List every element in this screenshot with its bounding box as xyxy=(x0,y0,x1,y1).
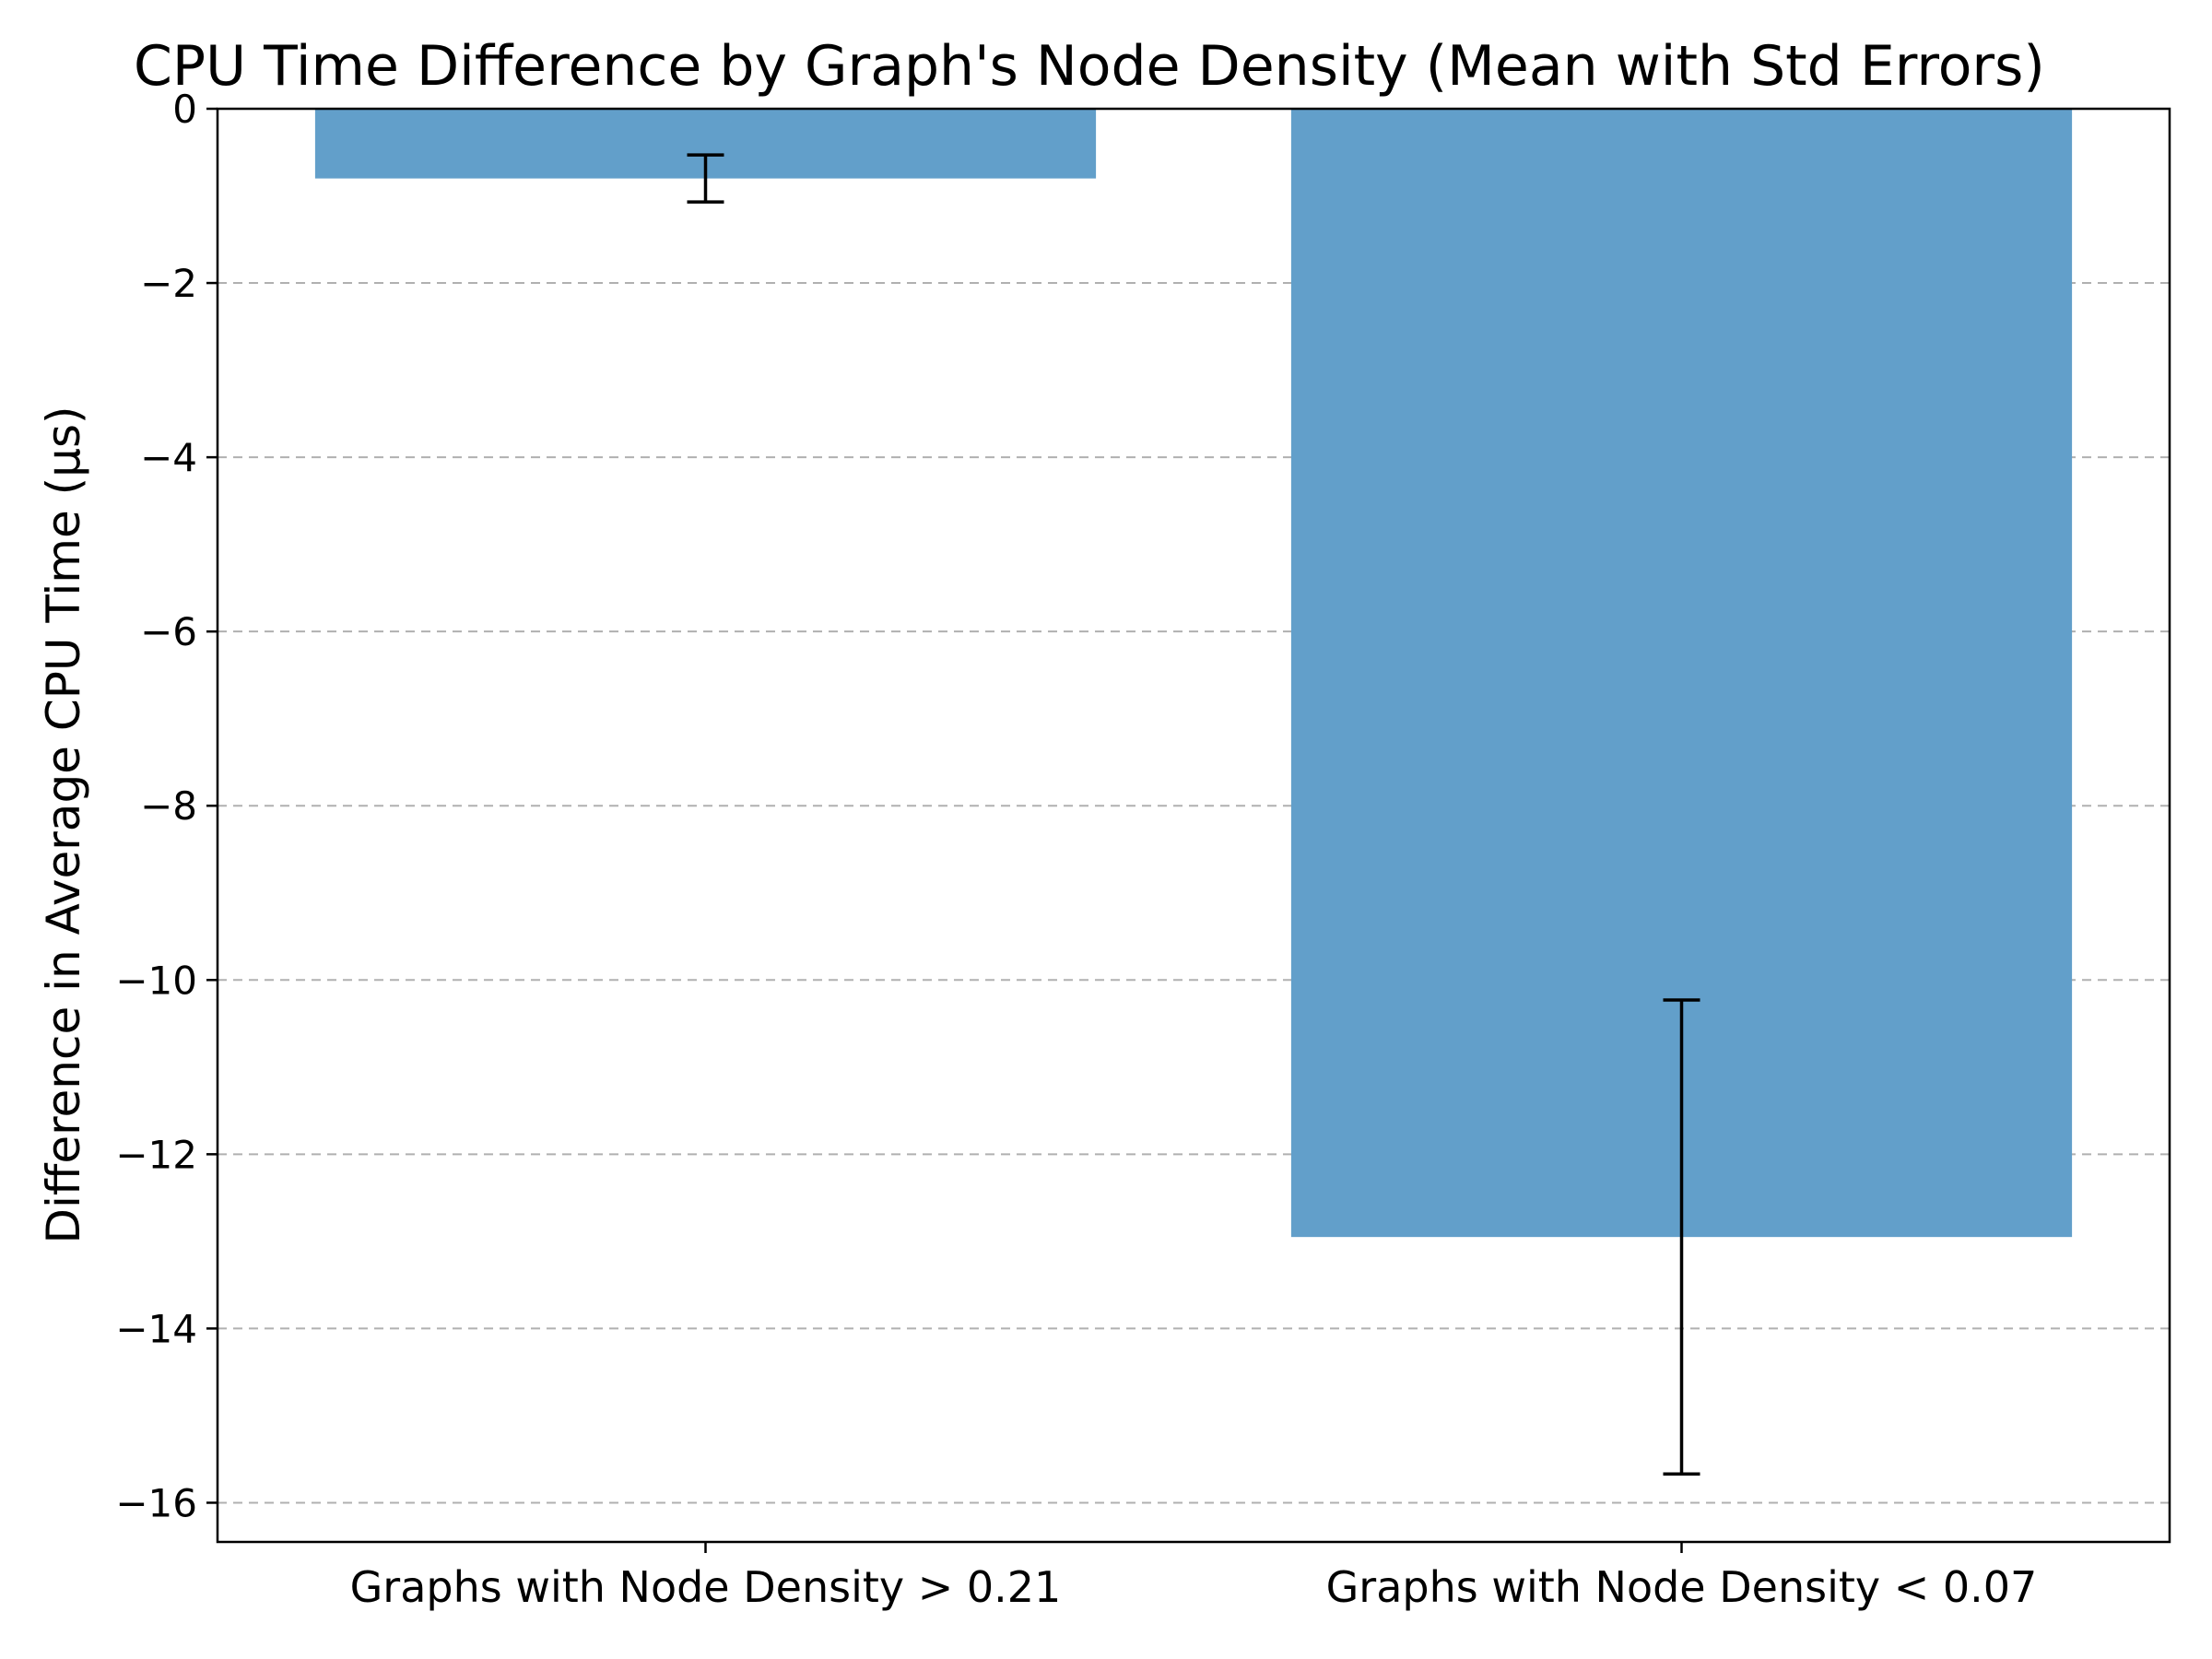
y-axis-label: Difference in Average CPU Time (µs) xyxy=(37,406,90,1243)
y-tick-label: −12 xyxy=(115,1132,197,1177)
chart-title: CPU Time Difference by Graph's Node Dens… xyxy=(134,34,2045,99)
x-tick-label: Graphs with Node Density < 0.07 xyxy=(1326,1562,2038,1612)
y-tick-label: −2 xyxy=(140,261,197,306)
y-tick-label: −10 xyxy=(115,958,197,1003)
y-tick-label: −4 xyxy=(140,435,197,480)
x-tick-label: Graphs with Node Density > 0.21 xyxy=(350,1562,1062,1612)
x-axis-ticks: Graphs with Node Density > 0.21 Graphs wi… xyxy=(350,1542,2038,1612)
bars xyxy=(314,109,2073,1238)
plot-frame xyxy=(216,107,2171,1544)
error-bars xyxy=(687,153,1700,1477)
y-tick-label: −6 xyxy=(140,609,197,654)
y-tick-label: −8 xyxy=(140,783,197,829)
y-axis-ticks: 0 −2 −4 −6 −8 −10 −12 −14 −16 xyxy=(115,87,218,1525)
y-tick-label: −14 xyxy=(115,1306,197,1351)
y-tick-label: 0 xyxy=(172,87,197,132)
y-tick-label: −16 xyxy=(115,1480,197,1525)
